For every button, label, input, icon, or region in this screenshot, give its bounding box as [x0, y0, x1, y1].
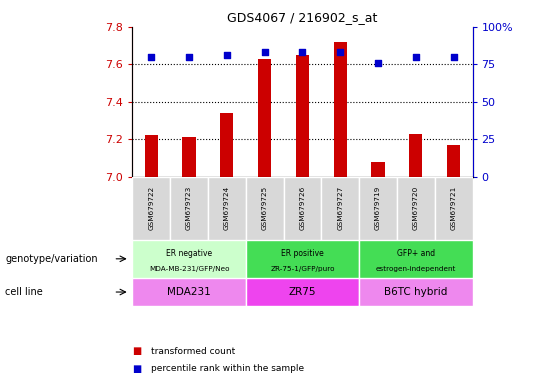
Point [185, 54, 193, 60]
Bar [246, 177, 284, 240]
Bar [359, 177, 397, 240]
Bar [447, 145, 460, 177]
Bar [397, 177, 435, 240]
Text: GSM679720: GSM679720 [413, 186, 419, 230]
Bar [321, 177, 359, 240]
Bar [145, 136, 158, 177]
Text: GSM679726: GSM679726 [299, 186, 306, 230]
Text: MDA231: MDA231 [167, 287, 211, 297]
Text: GSM679719: GSM679719 [375, 186, 381, 230]
Point [449, 54, 458, 60]
Bar [132, 177, 170, 240]
Text: GSM679727: GSM679727 [337, 186, 343, 230]
Text: genotype/variation: genotype/variation [5, 254, 98, 264]
Point [411, 54, 420, 60]
Text: B6TC hybrid: B6TC hybrid [384, 287, 448, 297]
Bar [208, 177, 246, 240]
Bar [170, 177, 208, 240]
Point [147, 54, 156, 60]
Bar [246, 240, 359, 278]
Text: MDA-MB-231/GFP/Neo: MDA-MB-231/GFP/Neo [148, 266, 230, 272]
Text: GSM679723: GSM679723 [186, 186, 192, 230]
Text: GFP+ and: GFP+ and [397, 249, 435, 258]
Text: transformed count: transformed count [151, 347, 235, 356]
Text: ■: ■ [132, 346, 141, 356]
Text: estrogen-independent: estrogen-independent [376, 266, 456, 272]
Bar [409, 134, 422, 177]
Text: ZR-75-1/GFP/puro: ZR-75-1/GFP/puro [270, 266, 335, 272]
Bar [220, 113, 233, 177]
Bar [284, 177, 321, 240]
Text: percentile rank within the sample: percentile rank within the sample [151, 364, 305, 373]
Bar [258, 59, 271, 177]
Text: ■: ■ [132, 364, 141, 374]
Point [336, 49, 345, 55]
Text: ER negative: ER negative [166, 249, 212, 258]
Point [298, 49, 307, 55]
Point [222, 52, 231, 58]
Bar [296, 55, 309, 177]
Text: GSM679724: GSM679724 [224, 186, 230, 230]
Bar [132, 278, 246, 306]
Bar [372, 162, 384, 177]
Bar [334, 42, 347, 177]
Bar [435, 177, 472, 240]
Bar [359, 240, 472, 278]
Bar [183, 137, 195, 177]
Text: GSM679722: GSM679722 [148, 186, 154, 230]
Bar [359, 278, 472, 306]
Text: GSM679721: GSM679721 [450, 186, 457, 230]
Text: ER positive: ER positive [281, 249, 324, 258]
Title: GDS4067 / 216902_s_at: GDS4067 / 216902_s_at [227, 11, 377, 24]
Bar [246, 278, 359, 306]
Text: ZR75: ZR75 [289, 287, 316, 297]
Point [374, 60, 382, 66]
Text: GSM679725: GSM679725 [261, 186, 268, 230]
Point [260, 49, 269, 55]
Bar [132, 240, 246, 278]
Text: cell line: cell line [5, 287, 43, 297]
